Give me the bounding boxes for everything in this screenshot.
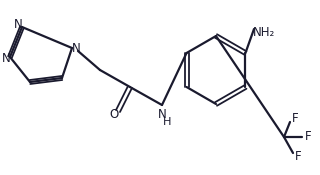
- Text: F: F: [305, 131, 311, 144]
- Text: N: N: [2, 51, 10, 65]
- Text: O: O: [109, 107, 119, 121]
- Text: N: N: [72, 41, 80, 54]
- Text: N: N: [158, 108, 166, 121]
- Text: H: H: [163, 117, 171, 127]
- Text: F: F: [295, 150, 301, 163]
- Text: F: F: [292, 111, 298, 124]
- Text: NH₂: NH₂: [253, 26, 275, 40]
- Text: N: N: [14, 18, 22, 30]
